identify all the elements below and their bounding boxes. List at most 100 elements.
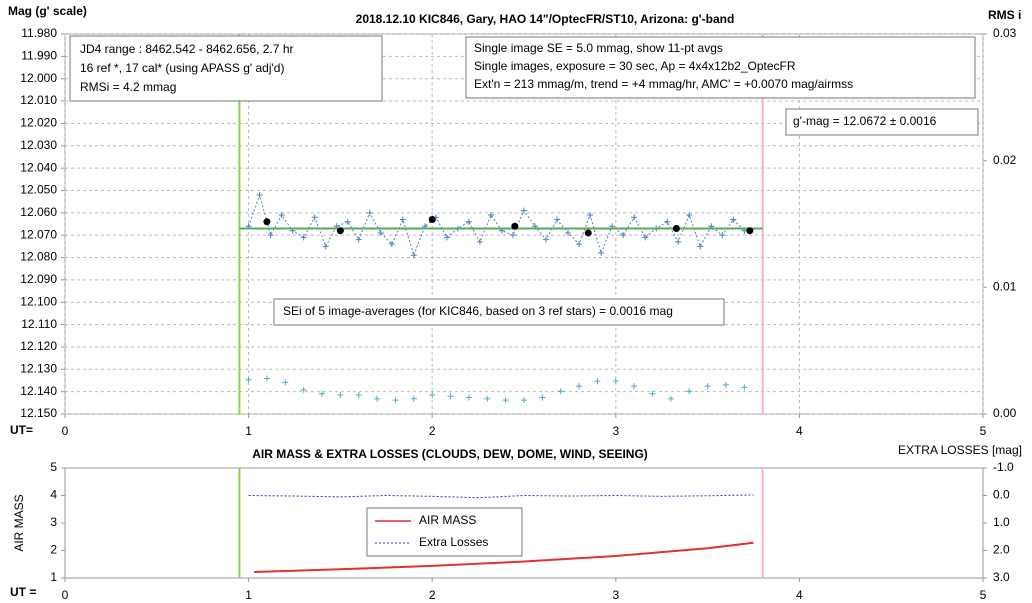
x-tick-label: 5: [980, 424, 987, 438]
point: [719, 232, 726, 239]
annotation-text: Ext'n = 213 mmag/m, trend = +4 mmag/hr, …: [474, 77, 853, 91]
annotation-box: [785, 108, 979, 136]
point: [746, 227, 754, 235]
y2-tick-label: 3.0: [993, 570, 1010, 584]
y-tick-label: 4: [50, 488, 57, 502]
y-tick-label: 12.130: [20, 361, 57, 375]
point: [631, 214, 638, 221]
point: [487, 212, 494, 219]
x-tick-label: 1: [245, 588, 252, 602]
point: [377, 229, 384, 236]
point: [484, 395, 491, 402]
point: [686, 212, 693, 219]
point: [443, 234, 450, 241]
point: [267, 232, 274, 239]
point: [392, 397, 399, 404]
x-tick-label: 0: [62, 424, 69, 438]
annotation-text: RMSi = 4.2 mmag: [80, 80, 176, 94]
point: [366, 209, 373, 216]
point: [388, 241, 395, 248]
y2-tick-label: 0.01: [993, 280, 1017, 294]
point: [584, 229, 592, 237]
point: [278, 212, 285, 219]
point: [594, 378, 601, 385]
point: [672, 224, 680, 232]
point: [730, 216, 737, 223]
point: [300, 234, 307, 241]
point: [256, 191, 263, 198]
point: [300, 386, 307, 393]
y-tick-label: 12.140: [20, 384, 57, 398]
annotation-text: 16 ref *, 17 cal* (using APASS g' adj'd): [80, 61, 284, 75]
y-tick-label: 11.990: [21, 49, 57, 63]
x-axis-label: UT=: [10, 423, 33, 437]
series-line: [248, 494, 754, 499]
point: [428, 216, 436, 224]
x-tick-label: 0: [62, 588, 69, 602]
point: [429, 392, 436, 398]
point: [675, 238, 682, 245]
legend: [366, 507, 523, 557]
point: [282, 379, 289, 386]
point: [447, 393, 454, 400]
x-axis-label: UT =: [10, 585, 36, 599]
plot-area: [64, 467, 984, 579]
point: [576, 241, 583, 248]
y-tick-label: 12.030: [20, 138, 57, 152]
point: [649, 390, 656, 397]
point: [465, 218, 472, 225]
y-tick-label: 3: [50, 515, 57, 529]
point: [667, 395, 674, 402]
point: [410, 395, 417, 402]
point: [465, 394, 472, 401]
y-tick-label: 12.150: [20, 406, 57, 420]
point: [399, 216, 406, 223]
series-line: [254, 541, 754, 573]
point: [539, 394, 546, 401]
chart-title: 2018.12.10 KIC846, Gary, HAO 14"/OptecFR…: [356, 12, 735, 26]
y2-axis-label: RMS i: [988, 8, 1021, 22]
point: [704, 383, 711, 390]
point: [337, 392, 344, 398]
point: [311, 214, 318, 221]
annotation-box: [69, 35, 383, 102]
point: [576, 383, 583, 390]
point: [565, 229, 572, 236]
annotation-box: [465, 36, 976, 99]
point: [322, 243, 329, 250]
point: [620, 232, 627, 239]
point: [410, 252, 417, 259]
legend-label: AIR MASS: [419, 513, 476, 527]
y-tick-label: 11.980: [21, 26, 57, 40]
y-tick-label: 1: [50, 570, 57, 584]
point: [631, 383, 638, 390]
y2-tick-label: 0.00: [993, 406, 1017, 420]
y-tick-label: 12.100: [20, 294, 57, 308]
point: [263, 218, 271, 226]
y-tick-label: 12.020: [20, 116, 57, 130]
point: [543, 236, 550, 243]
point: [511, 222, 519, 230]
point: [319, 390, 326, 397]
y-axis-label: AIR MASS: [12, 494, 26, 551]
x-tick-label: 4: [796, 588, 803, 602]
y-tick-label: 12.010: [20, 93, 57, 107]
point: [521, 207, 527, 214]
legend-label: Extra Losses: [419, 535, 488, 549]
point: [642, 234, 649, 241]
y-tick-label: 2: [50, 543, 57, 557]
point: [344, 218, 351, 225]
y-tick-label: 12.050: [20, 183, 57, 197]
y-tick-label: 12.000: [20, 71, 57, 85]
point: [263, 375, 270, 382]
annotation-text: Single image SE = 5.0 mmag, show 11-pt a…: [474, 41, 723, 55]
annotation-box: [273, 298, 725, 326]
point: [355, 236, 362, 243]
point: [509, 232, 516, 239]
y2-tick-label: 0.0: [993, 488, 1010, 502]
point: [355, 392, 362, 398]
point: [245, 376, 252, 383]
annotation-text: SEi of 5 image-averages (for KIC846, bas…: [283, 304, 673, 318]
y2-tick-label: 0.02: [993, 153, 1017, 167]
